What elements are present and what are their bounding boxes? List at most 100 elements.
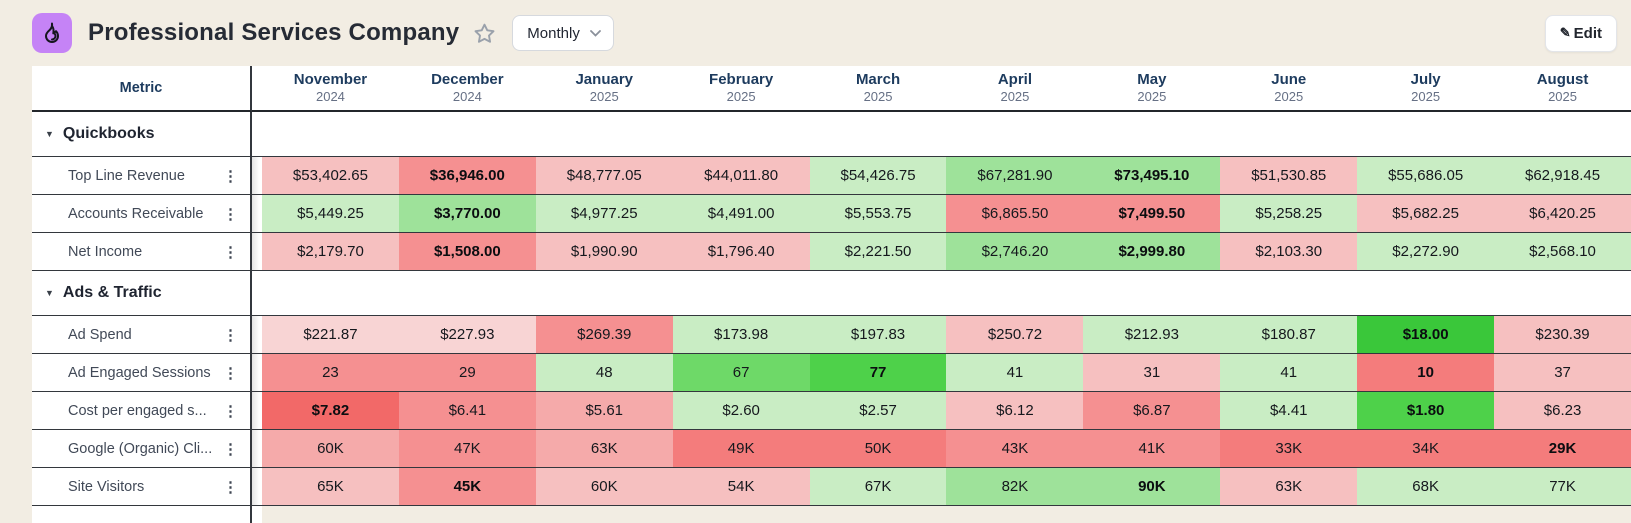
metric-value-cell[interactable]: $73,495.10 [1083,157,1221,195]
metric-value-cell[interactable]: $2,103.30 [1220,233,1358,271]
metric-value-cell[interactable]: $51,530.85 [1220,157,1358,195]
metric-value-cell[interactable]: $55,686.05 [1357,157,1495,195]
metric-value-cell[interactable]: $44,011.80 [672,157,810,195]
metric-value-cell[interactable]: $6,865.50 [946,195,1084,233]
kebab-menu-icon[interactable]: ⋮ [223,478,238,496]
metric-value-cell[interactable]: $6.12 [946,392,1084,430]
metric-value-cell[interactable]: 29 [398,354,536,392]
metric-value-cell[interactable]: 41 [946,354,1084,392]
metric-value-cell[interactable]: $230.39 [1494,316,1631,354]
metric-value-cell[interactable]: 77 [809,354,947,392]
metric-value-cell[interactable]: $67,281.90 [946,157,1084,195]
metric-value-cell[interactable]: $269.39 [535,316,673,354]
metric-value-cell[interactable]: 68K [1357,468,1495,506]
metric-label-cell[interactable]: Ad Spend ⋮ [32,316,252,354]
metric-value-cell[interactable]: $221.87 [262,316,399,354]
metric-value-cell[interactable]: 37 [1494,354,1631,392]
metric-value-cell[interactable]: $6.87 [1083,392,1221,430]
metric-value-cell[interactable]: $6.41 [398,392,536,430]
metric-value-cell[interactable]: $5,258.25 [1220,195,1358,233]
kebab-menu-icon[interactable]: ⋮ [223,243,238,261]
metric-value-cell[interactable]: $5,682.25 [1357,195,1495,233]
metric-value-cell[interactable]: $54,426.75 [809,157,947,195]
metric-value-cell[interactable]: 77K [1494,468,1631,506]
metric-value-cell[interactable]: $4,491.00 [672,195,810,233]
metric-value-cell[interactable]: 23 [262,354,399,392]
metric-value-cell[interactable]: $2,746.20 [946,233,1084,271]
metric-value-cell[interactable]: 63K [1220,468,1358,506]
metric-value-cell[interactable]: $227.93 [398,316,536,354]
metric-value-cell[interactable]: $2,568.10 [1494,233,1631,271]
metric-value-cell[interactable]: 82K [946,468,1084,506]
metric-value-cell[interactable]: 49K [672,430,810,468]
metric-value-cell[interactable]: $5,553.75 [809,195,947,233]
metric-value-cell[interactable]: $197.83 [809,316,947,354]
metric-value-cell[interactable]: 50K [809,430,947,468]
metric-value-cell[interactable]: $62,918.45 [1494,157,1631,195]
metric-value-cell[interactable]: 65K [262,468,399,506]
metric-value-cell[interactable]: $36,946.00 [398,157,536,195]
metric-value-cell[interactable]: 29K [1494,430,1631,468]
kebab-menu-icon[interactable]: ⋮ [223,326,238,344]
metric-value-cell[interactable]: 45K [398,468,536,506]
metric-value-cell[interactable]: $18.00 [1357,316,1495,354]
metric-label-cell[interactable]: Net Income ⋮ [32,233,252,271]
metric-value-cell[interactable]: $7,499.50 [1083,195,1221,233]
favorite-star-icon[interactable] [473,22,496,45]
metric-label-cell[interactable]: Accounts Receivable ⋮ [32,195,252,233]
metric-value-cell[interactable]: $173.98 [672,316,810,354]
collapse-triangle-icon[interactable]: ▼ [45,129,54,139]
metric-value-cell[interactable]: 54K [672,468,810,506]
metric-value-cell[interactable]: 60K [262,430,399,468]
metric-value-cell[interactable]: $5,449.25 [262,195,399,233]
kebab-menu-icon[interactable]: ⋮ [223,167,238,185]
metric-value-cell[interactable]: $250.72 [946,316,1084,354]
metric-value-cell[interactable]: 43K [946,430,1084,468]
metric-label-cell[interactable]: Google (Organic) Cli... ⋮ [32,430,252,468]
metric-value-cell[interactable]: 10 [1357,354,1495,392]
metric-value-cell[interactable]: 67K [809,468,947,506]
metric-value-cell[interactable]: 67 [672,354,810,392]
collapse-triangle-icon[interactable]: ▼ [45,288,54,298]
metric-value-cell[interactable]: $2,221.50 [809,233,947,271]
metric-value-cell[interactable]: $2,999.80 [1083,233,1221,271]
metric-value-cell[interactable]: $6.23 [1494,392,1631,430]
section-header-cell[interactable]: ▼ Ads & Traffic [32,271,252,316]
metric-value-cell[interactable]: 41K [1083,430,1221,468]
kebab-menu-icon[interactable]: ⋮ [223,364,238,382]
metric-label-cell[interactable]: Cost per engaged s... ⋮ [32,392,252,430]
metric-value-cell[interactable]: $48,777.05 [535,157,673,195]
metric-value-cell[interactable]: $53,402.65 [262,157,399,195]
metric-label-cell[interactable]: Top Line Revenue ⋮ [32,157,252,195]
metric-value-cell[interactable]: $2.60 [672,392,810,430]
metric-value-cell[interactable]: $1,508.00 [398,233,536,271]
metric-label-cell[interactable]: Site Visitors ⋮ [32,468,252,506]
metric-value-cell[interactable]: $180.87 [1220,316,1358,354]
kebab-menu-icon[interactable]: ⋮ [223,402,238,420]
metric-value-cell[interactable]: 47K [398,430,536,468]
kebab-menu-icon[interactable]: ⋮ [223,205,238,223]
metric-value-cell[interactable]: 31 [1083,354,1221,392]
metric-value-cell[interactable]: 63K [535,430,673,468]
metric-value-cell[interactable]: $3,770.00 [398,195,536,233]
edit-button[interactable]: ✎ Edit [1544,14,1617,52]
kebab-menu-icon[interactable]: ⋮ [223,440,238,458]
period-selector-dropdown[interactable]: Monthly [512,15,614,51]
metric-value-cell[interactable]: $4.41 [1220,392,1358,430]
metric-value-cell[interactable]: $2.57 [809,392,947,430]
metric-value-cell[interactable]: $2,272.90 [1357,233,1495,271]
metric-value-cell[interactable]: $7.82 [262,392,399,430]
metric-value-cell[interactable]: $1,990.90 [535,233,673,271]
metric-value-cell[interactable]: $6,420.25 [1494,195,1631,233]
metric-value-cell[interactable]: $1,796.40 [672,233,810,271]
metric-value-cell[interactable]: $5.61 [535,392,673,430]
metric-value-cell[interactable]: 48 [535,354,673,392]
metric-value-cell[interactable]: 34K [1357,430,1495,468]
metric-value-cell[interactable]: $4,977.25 [535,195,673,233]
metric-value-cell[interactable]: $1.80 [1357,392,1495,430]
metric-value-cell[interactable]: $2,179.70 [262,233,399,271]
metric-value-cell[interactable]: 41 [1220,354,1358,392]
section-header-cell[interactable]: ▼ Quickbooks [32,112,252,157]
metric-label-cell[interactable]: Ad Engaged Sessions ⋮ [32,354,252,392]
metric-value-cell[interactable]: 33K [1220,430,1358,468]
